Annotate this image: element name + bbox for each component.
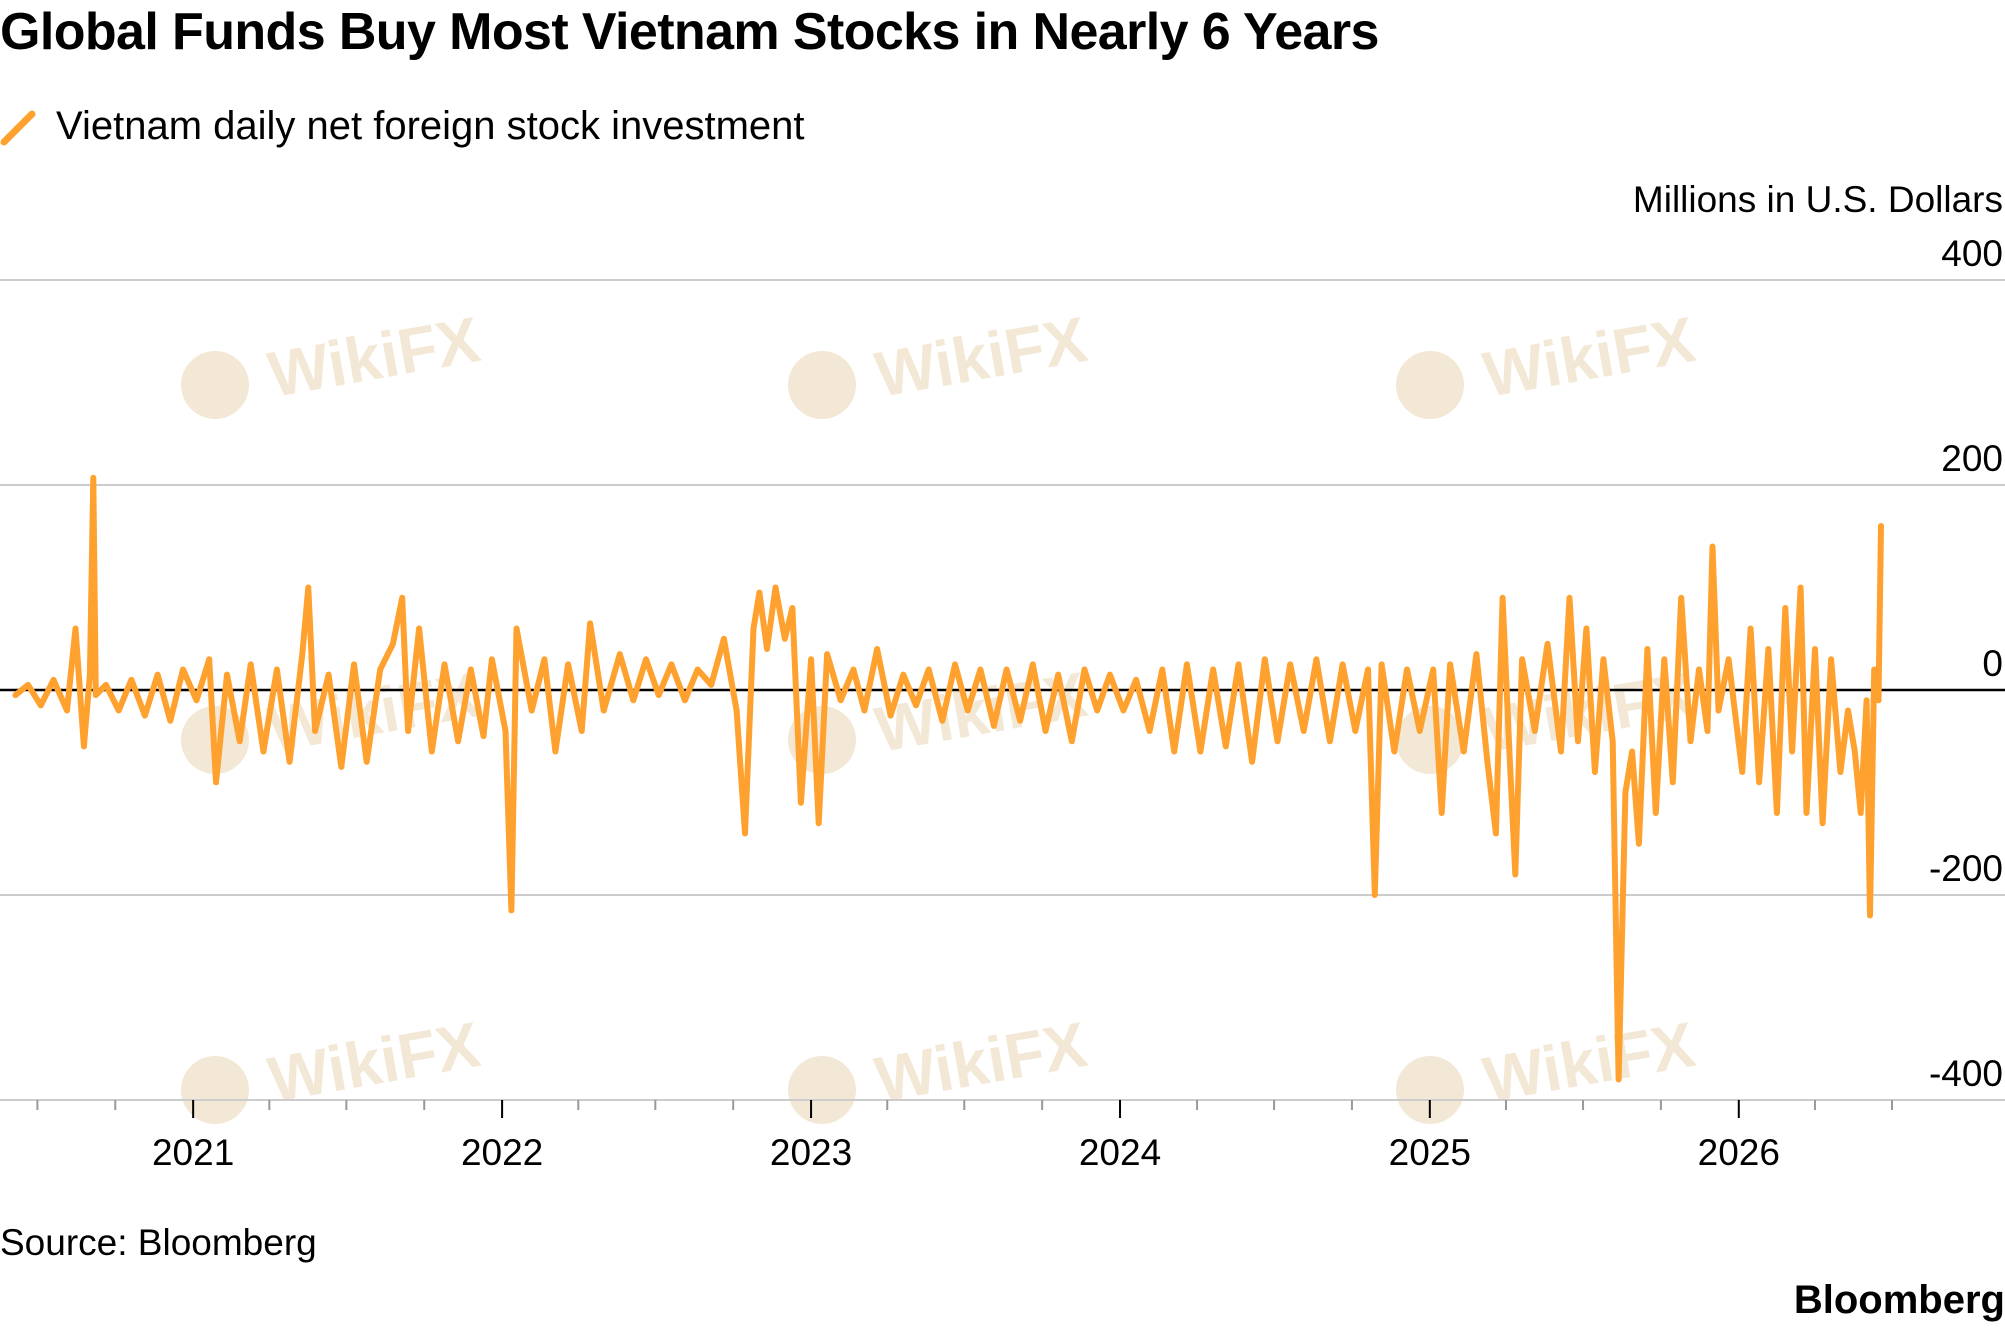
series-line bbox=[12, 474, 1884, 1083]
watermark: WikiFX bbox=[181, 1008, 485, 1124]
watermark: WikiFX bbox=[1396, 1008, 1700, 1124]
watermark-logo-icon bbox=[181, 1056, 249, 1124]
grid-lines bbox=[0, 279, 2005, 1101]
brand-logo: Bloomberg bbox=[1793, 1278, 2005, 1322]
watermark: WikiFX bbox=[1396, 303, 1700, 419]
watermark-logo-icon bbox=[181, 351, 249, 419]
watermark: WikiFX bbox=[788, 1008, 1092, 1124]
x-tick-label: 2025 bbox=[1389, 1132, 1471, 1173]
x-tick-label: 2021 bbox=[152, 1132, 234, 1173]
watermark-text: WikiFX bbox=[1478, 303, 1700, 411]
legend: Vietnam daily net foreign stock investme… bbox=[0, 96, 805, 156]
watermark-logo-icon bbox=[788, 351, 856, 419]
watermark-text: WikiFX bbox=[263, 303, 485, 411]
y-tick-labels: 400 200 0 -200 -400 bbox=[1929, 233, 2003, 1094]
watermark: WikiFX bbox=[181, 303, 485, 419]
x-axis: 2021 2022 2023 2024 2025 2026 bbox=[36, 1100, 1893, 1173]
series-layer bbox=[12, 474, 1884, 1083]
legend-swatch bbox=[0, 110, 36, 146]
legend-label: Vietnam daily net foreign stock investme… bbox=[56, 103, 805, 148]
y-tick-label: 200 bbox=[1941, 438, 2003, 479]
y-tick-label: 0 bbox=[1982, 643, 2003, 684]
source-note: Source: Bloomberg bbox=[0, 1222, 317, 1263]
y-tick-label: 400 bbox=[1941, 233, 2003, 274]
x-tick-label: 2022 bbox=[461, 1132, 543, 1173]
watermark-logo-icon bbox=[1396, 1056, 1464, 1124]
watermark-logo-icon bbox=[1396, 351, 1464, 419]
chart-title: Global Funds Buy Most Vietnam Stocks in … bbox=[0, 3, 1379, 61]
x-tick-label: 2023 bbox=[770, 1132, 852, 1173]
x-tick-label: 2026 bbox=[1698, 1132, 1780, 1173]
y-tick-label: -400 bbox=[1929, 1053, 2003, 1094]
watermark: WikiFX bbox=[788, 303, 1092, 419]
y-axis-unit-label: Millions in U.S. Dollars bbox=[1633, 179, 2003, 220]
watermark-logo-icon bbox=[788, 1056, 856, 1124]
y-tick-label: -200 bbox=[1929, 848, 2003, 889]
watermark-text: WikiFX bbox=[870, 303, 1092, 411]
x-tick-label: 2024 bbox=[1079, 1132, 1161, 1173]
